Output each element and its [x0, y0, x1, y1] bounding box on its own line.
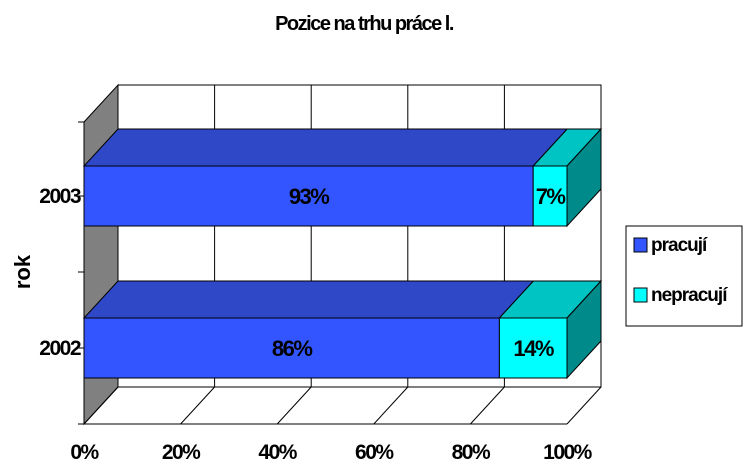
gridline-floor	[180, 386, 215, 425]
x-tick-label: 40%	[258, 441, 297, 464]
bar-top-face	[82, 128, 569, 167]
legend-swatch	[633, 287, 648, 303]
bar-top-face	[82, 280, 535, 319]
category-label: 2002	[39, 337, 81, 360]
bar-segment	[498, 317, 568, 379]
y-axis-label: rok	[10, 254, 35, 289]
chart-title: Pozice na trhu práce l.	[275, 13, 454, 35]
x-tick-label: 20%	[162, 441, 201, 464]
gridline-floor	[373, 386, 409, 425]
legend-swatch	[633, 237, 648, 253]
legend: pracují nepracují	[625, 225, 743, 327]
data-label: 7%	[536, 184, 566, 209]
gridline-floor	[470, 386, 505, 425]
x-tick-label: 100%	[543, 441, 593, 464]
gridline-floor	[566, 386, 602, 425]
y-category-labels: 2003 2002	[39, 121, 84, 425]
bar-side-face	[566, 127, 602, 228]
bar-side-face	[566, 279, 602, 380]
category-label: 2003	[39, 185, 81, 208]
x-tick-labels: 0% 20% 40% 60% 80% 100%	[70, 441, 594, 464]
x-tick-label: 80%	[452, 441, 491, 464]
bar-segment	[532, 165, 568, 227]
bar-segment	[83, 317, 500, 379]
gridline-floor	[276, 386, 312, 425]
bar-segment	[83, 165, 534, 227]
data-label: 14%	[513, 336, 553, 361]
legend-label: pracují	[651, 235, 708, 256]
x-tick-label: 60%	[355, 441, 394, 464]
legend-label: nepracují	[651, 285, 728, 306]
x-tick-label: 0%	[70, 441, 99, 464]
bars: 93% 7% 86% 14%	[82, 127, 603, 380]
gridline-floor	[83, 386, 119, 425]
data-label: 93%	[289, 184, 329, 209]
data-label: 86%	[272, 336, 312, 361]
